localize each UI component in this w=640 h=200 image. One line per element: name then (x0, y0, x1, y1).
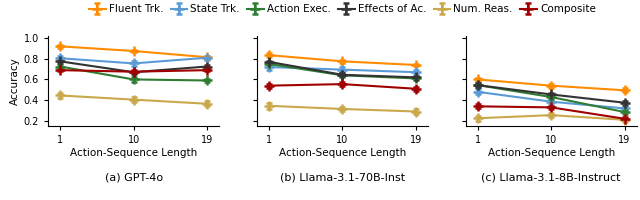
Text: (c) Llama-3.1-8B-Instruct: (c) Llama-3.1-8B-Instruct (481, 173, 621, 183)
X-axis label: Action-Sequence Length: Action-Sequence Length (279, 148, 406, 158)
X-axis label: Action-Sequence Length: Action-Sequence Length (70, 148, 197, 158)
Text: (b) Llama-3.1-70B-Inst: (b) Llama-3.1-70B-Inst (280, 173, 405, 183)
X-axis label: Action-Sequence Length: Action-Sequence Length (488, 148, 615, 158)
Legend: Fluent Trk., State Trk., Action Exec., Effects of Ac., Num. Reas., Composite: Fluent Trk., State Trk., Action Exec., E… (89, 4, 596, 14)
Text: (a) GPT-4o: (a) GPT-4o (104, 173, 163, 183)
Y-axis label: Accuracy: Accuracy (10, 57, 19, 105)
